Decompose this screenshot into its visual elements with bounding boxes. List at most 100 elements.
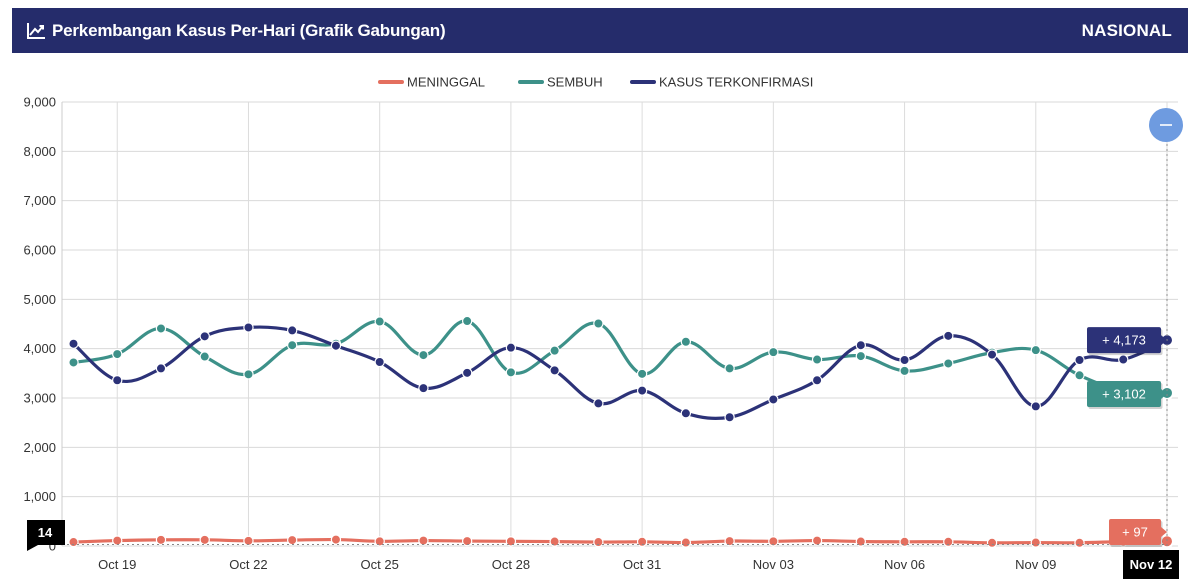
data-point-kasus-terkonfirmasi[interactable] <box>1118 354 1129 365</box>
value-badge-meninggal <box>1109 519 1161 545</box>
data-point-sembuh[interactable] <box>374 316 385 327</box>
value-badge-meninggal-pointer <box>1161 527 1167 537</box>
data-point-sembuh[interactable] <box>112 348 123 360</box>
data-point-sembuh[interactable] <box>549 345 560 356</box>
data-point-kasus-terkonfirmasi[interactable] <box>768 394 779 405</box>
legend-label[interactable]: SEMBUH <box>547 75 603 90</box>
data-point-sembuh[interactable] <box>855 350 867 362</box>
data-point-kasus-terkonfirmasi[interactable] <box>112 375 123 386</box>
y-tick-label: 8,000 <box>23 144 56 159</box>
x-tick-label: Nov 03 <box>753 557 794 572</box>
data-point-sembuh[interactable] <box>68 357 79 368</box>
data-point-sembuh[interactable] <box>724 363 735 374</box>
data-point-kasus-terkonfirmasi[interactable] <box>1030 401 1041 412</box>
crosshair-y-value: 14 <box>38 525 53 540</box>
data-point-kasus-terkonfirmasi[interactable] <box>461 367 473 379</box>
data-point-kasus-terkonfirmasi[interactable] <box>899 354 910 366</box>
data-point-sembuh[interactable] <box>287 340 298 351</box>
data-point-kasus-terkonfirmasi[interactable] <box>1074 354 1085 366</box>
data-point-sembuh[interactable] <box>505 367 517 378</box>
y-tick-label: 7,000 <box>23 193 56 208</box>
data-point-meninggal[interactable] <box>855 536 867 547</box>
legend-label[interactable]: MENINGGAL <box>407 75 485 90</box>
data-point-sembuh[interactable] <box>811 354 823 365</box>
line-chart-icon <box>26 22 46 40</box>
data-point-meninggal[interactable] <box>986 537 998 548</box>
x-tick-label: Oct 25 <box>361 557 399 572</box>
data-point-meninggal[interactable] <box>374 536 385 547</box>
data-point-kasus-terkonfirmasi[interactable] <box>636 385 648 396</box>
data-point-kasus-terkonfirmasi[interactable] <box>330 340 342 351</box>
data-point-meninggal[interactable] <box>68 536 79 548</box>
data-point-kasus-terkonfirmasi[interactable] <box>549 365 560 376</box>
data-point-kasus-terkonfirmasi[interactable] <box>855 340 867 351</box>
legend-label[interactable]: KASUS TERKONFIRMASI <box>659 75 813 90</box>
y-tick-label: 4,000 <box>23 341 56 356</box>
data-point-meninggal[interactable] <box>724 535 735 547</box>
data-point-meninggal[interactable] <box>199 534 210 546</box>
data-point-meninggal[interactable] <box>330 534 342 545</box>
data-point-meninggal[interactable] <box>680 537 692 548</box>
x-tick-label: Oct 28 <box>492 557 530 572</box>
region-label: NASIONAL <box>1081 20 1172 40</box>
data-point-meninggal[interactable] <box>636 536 648 548</box>
data-point-kasus-terkonfirmasi[interactable] <box>287 325 298 336</box>
y-tick-label: 6,000 <box>23 243 56 258</box>
data-point-sembuh[interactable] <box>636 368 648 380</box>
data-point-kasus-terkonfirmasi[interactable] <box>243 322 254 333</box>
data-point-kasus-terkonfirmasi[interactable] <box>418 382 429 394</box>
y-tick-label: 0 <box>49 539 56 554</box>
data-point-sembuh[interactable] <box>155 323 167 334</box>
data-point-meninggal[interactable] <box>155 534 167 546</box>
data-point-meninggal[interactable] <box>549 536 560 547</box>
data-point-meninggal[interactable] <box>943 536 954 548</box>
crosshair-y-label <box>27 520 65 545</box>
data-point-meninggal[interactable] <box>1030 537 1041 548</box>
value-badge-kasus <box>1087 327 1161 354</box>
data-point-kasus-terkonfirmasi[interactable] <box>68 338 79 349</box>
data-point-sembuh[interactable] <box>768 346 779 358</box>
data-point-kasus-terkonfirmasi[interactable] <box>943 330 954 342</box>
value-badge-kasus-text: + 4,173 <box>1102 333 1146 348</box>
data-point-kasus-terkonfirmasi[interactable] <box>505 342 517 353</box>
data-point-kasus-terkonfirmasi[interactable] <box>986 349 998 360</box>
data-point-sembuh[interactable] <box>899 365 910 377</box>
data-point-sembuh[interactable] <box>199 351 210 362</box>
data-point-sembuh[interactable] <box>680 336 692 347</box>
data-point-sembuh[interactable] <box>243 369 254 380</box>
data-point-meninggal[interactable] <box>768 536 779 547</box>
data-point-sembuh[interactable] <box>418 349 429 361</box>
y-tick-label: 2,000 <box>23 440 56 455</box>
value-badge-sembuh-pointer <box>1161 388 1167 399</box>
data-point-meninggal[interactable] <box>243 535 254 547</box>
crosshair-x-value: Nov 12 <box>1130 557 1173 572</box>
data-point-kasus-terkonfirmasi[interactable] <box>374 356 385 368</box>
data-point-sembuh[interactable] <box>1030 344 1041 356</box>
data-point-meninggal[interactable] <box>1074 537 1085 548</box>
data-point-kasus-terkonfirmasi[interactable] <box>593 398 604 409</box>
value-badge-meninggal-text: + 97 <box>1122 525 1148 540</box>
x-tick-label: Nov 09 <box>1015 557 1056 572</box>
data-point-sembuh[interactable] <box>593 318 604 329</box>
data-point-kasus-terkonfirmasi[interactable] <box>680 408 692 419</box>
data-point-sembuh[interactable] <box>943 358 954 369</box>
data-point-meninggal[interactable] <box>505 536 517 547</box>
data-point-meninggal[interactable] <box>461 535 473 547</box>
y-tick-label: 1,000 <box>23 489 56 504</box>
data-point-sembuh[interactable] <box>461 315 473 327</box>
data-point-meninggal[interactable] <box>899 536 910 548</box>
data-point-kasus-terkonfirmasi[interactable] <box>199 331 210 342</box>
data-point-meninggal[interactable] <box>593 536 604 548</box>
data-point-meninggal[interactable] <box>112 535 123 546</box>
y-tick-label: 9,000 <box>23 95 56 110</box>
data-point-meninggal[interactable] <box>811 535 823 546</box>
data-point-meninggal[interactable] <box>287 534 298 546</box>
y-tick-label: 3,000 <box>23 391 56 406</box>
data-point-meninggal[interactable] <box>418 535 429 546</box>
data-point-kasus-terkonfirmasi[interactable] <box>155 363 167 374</box>
data-point-sembuh[interactable] <box>1074 370 1085 381</box>
title-group: Perkembangan Kasus Per-Hari (Grafik Gabu… <box>26 21 446 41</box>
data-point-kasus-terkonfirmasi[interactable] <box>724 412 735 423</box>
data-point-kasus-terkonfirmasi[interactable] <box>811 375 823 386</box>
